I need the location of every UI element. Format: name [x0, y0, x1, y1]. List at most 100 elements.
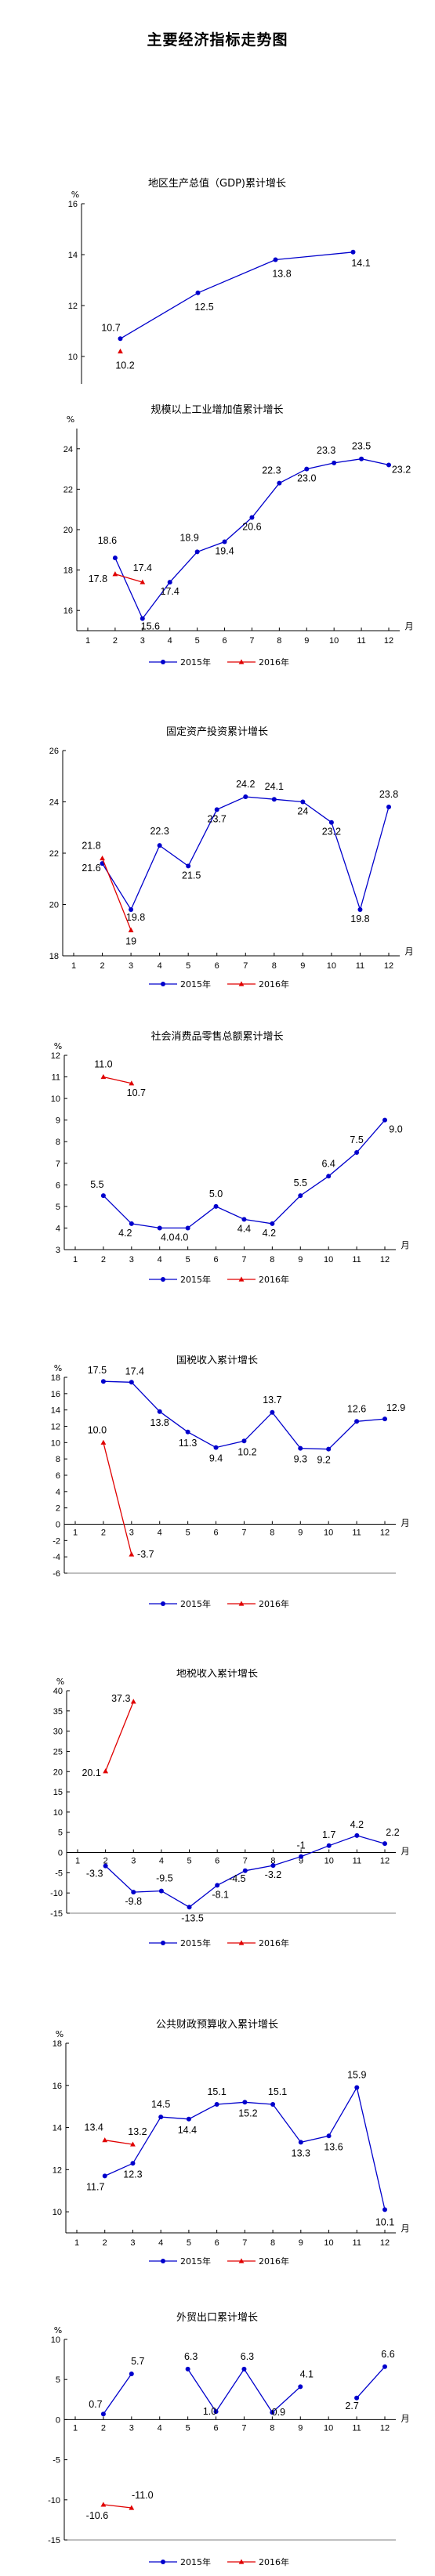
point-2015 — [118, 336, 123, 342]
data-label: 17.5 — [88, 1365, 107, 1376]
x-tick-label: 9 — [300, 961, 305, 971]
data-label: 1.0 — [203, 2406, 216, 2417]
point-2016 — [130, 2141, 136, 2147]
y-tick-label: 18 — [63, 566, 73, 576]
x-tick-label: 6 — [222, 636, 227, 646]
point-2015 — [213, 1445, 219, 1450]
y-tick-label: -15 — [48, 2536, 60, 2545]
point-2015 — [298, 2384, 303, 2390]
x-tick-label: 2 — [101, 1255, 106, 1264]
point-2015 — [157, 1409, 162, 1414]
x-tick-label: 11 — [352, 2423, 361, 2433]
data-label: 4.0 — [161, 1232, 174, 1243]
y-tick-label: 30 — [53, 1728, 63, 1737]
y-tick-label: 10 — [51, 1438, 60, 1448]
chart-fiscal: 公共财政预算收入累计增长 10 12 14 16 18 1 2 3 4 5 6 7 8 9 10 11 12% 月 1… — [0, 2006, 435, 2292]
x-tick-label: 10 — [324, 2238, 333, 2248]
point-2015 — [359, 456, 364, 461]
y-tick-label: 3 — [56, 1246, 60, 1255]
x-tick-label: 12 — [380, 1255, 390, 1264]
chart-title: 地税收入累计增长 — [176, 1669, 258, 1680]
data-label: -4.5 — [229, 1873, 246, 1884]
x-tick-label: 4 — [158, 1255, 162, 1264]
chart-title: 社会消费品零售总额累计增长 — [150, 1030, 283, 1043]
data-label: 2.7 — [345, 2401, 358, 2411]
x-tick-label: 11 — [352, 1255, 361, 1264]
x-tick-label: 7 — [241, 1255, 246, 1264]
y-tick-label: 10 — [53, 2208, 62, 2217]
data-label: 2.2 — [386, 1827, 399, 1838]
point-2015 — [102, 2173, 107, 2179]
x-tick-label: 4 — [158, 2423, 162, 2433]
y-tick-label: 24 — [49, 798, 59, 808]
legend-marker-2015 — [161, 660, 165, 664]
y-tick-label: 10 — [51, 2335, 60, 2345]
data-label: 15.2 — [238, 2107, 257, 2118]
chart-industry: 规模以上工业增加值累计增长 16 18 20 22 24 1 2 3 4 5 6 7 8 9 10 11 12% 月… — [0, 396, 435, 713]
x-tick-label: 12 — [384, 636, 393, 646]
legend-marker-2016 — [238, 1276, 245, 1282]
data-label: 17.8 — [89, 573, 107, 584]
y-tick-label: -6 — [53, 1569, 60, 1579]
data-label: 15.1 — [268, 2086, 287, 2097]
point-2015 — [131, 1890, 136, 1895]
y-tick-label: 18 — [49, 952, 59, 961]
point-2015 — [186, 863, 191, 869]
data-label: 23.3 — [317, 445, 335, 456]
y-tick-label: 6 — [56, 1181, 60, 1190]
y-tick-label: 16 — [53, 2082, 62, 2091]
point-2015 — [271, 797, 277, 802]
point-2015 — [357, 907, 363, 913]
point-2015 — [382, 1416, 387, 1422]
point-2015 — [129, 2372, 134, 2377]
x-tick-label: 9 — [299, 2238, 303, 2248]
point-2015 — [382, 2207, 387, 2212]
data-label: 13.2 — [128, 2126, 147, 2137]
x-tick-label: 7 — [243, 961, 248, 971]
x-tick-label: 8 — [270, 1255, 274, 1264]
point-2015 — [326, 2133, 332, 2139]
y-tick-label: 14 — [53, 2124, 62, 2133]
data-label: 9.0 — [389, 1124, 402, 1135]
x-tick-label: 8 — [270, 1529, 274, 1538]
legend-label-2016: 2016年 — [259, 979, 289, 990]
point-2015 — [100, 1379, 106, 1384]
point-2015 — [354, 1833, 360, 1838]
point-2016 — [100, 1439, 107, 1445]
legend-marker-2015 — [161, 1941, 165, 1945]
x-tick-label: 6 — [215, 961, 219, 971]
legend-marker-2016 — [238, 1940, 245, 1945]
x-tick-label: 3 — [130, 2238, 135, 2248]
y-axis-label: % — [54, 1041, 62, 1051]
y-tick-label: -5 — [55, 1869, 63, 1878]
legend-marker-2015 — [161, 2259, 165, 2263]
data-label: 23.8 — [379, 789, 398, 800]
point-2015 — [354, 1419, 360, 1424]
x-tick-label: 6 — [213, 1529, 218, 1538]
point-2016 — [100, 2502, 107, 2507]
data-label: 22.3 — [262, 465, 281, 476]
x-tick-label: 5 — [186, 2423, 190, 2433]
data-label: 5.5 — [90, 1179, 103, 1190]
data-label: 13.7 — [263, 1395, 281, 1406]
data-label: 13.4 — [85, 2122, 103, 2133]
x-tick-label: 1 — [71, 961, 76, 971]
y-tick-label: 35 — [53, 1707, 63, 1717]
series-line — [114, 573, 143, 583]
x-tick-label: 4 — [168, 636, 172, 646]
data-label: 13.8 — [272, 269, 291, 280]
point-2015 — [332, 460, 337, 465]
point-2015 — [270, 1409, 275, 1415]
data-label: 15.1 — [207, 2086, 226, 2097]
data-label: 4.2 — [263, 1228, 276, 1239]
point-2015 — [326, 1843, 332, 1848]
chart-title: 公共财政预算收入累计增长 — [156, 2019, 278, 2031]
legend-label-2015: 2015年 — [180, 2556, 211, 2567]
legend-label-2016: 2016年 — [259, 657, 289, 668]
data-label: 5.5 — [294, 1178, 307, 1189]
data-label: 10.2 — [115, 360, 134, 371]
series-line — [103, 2504, 132, 2509]
